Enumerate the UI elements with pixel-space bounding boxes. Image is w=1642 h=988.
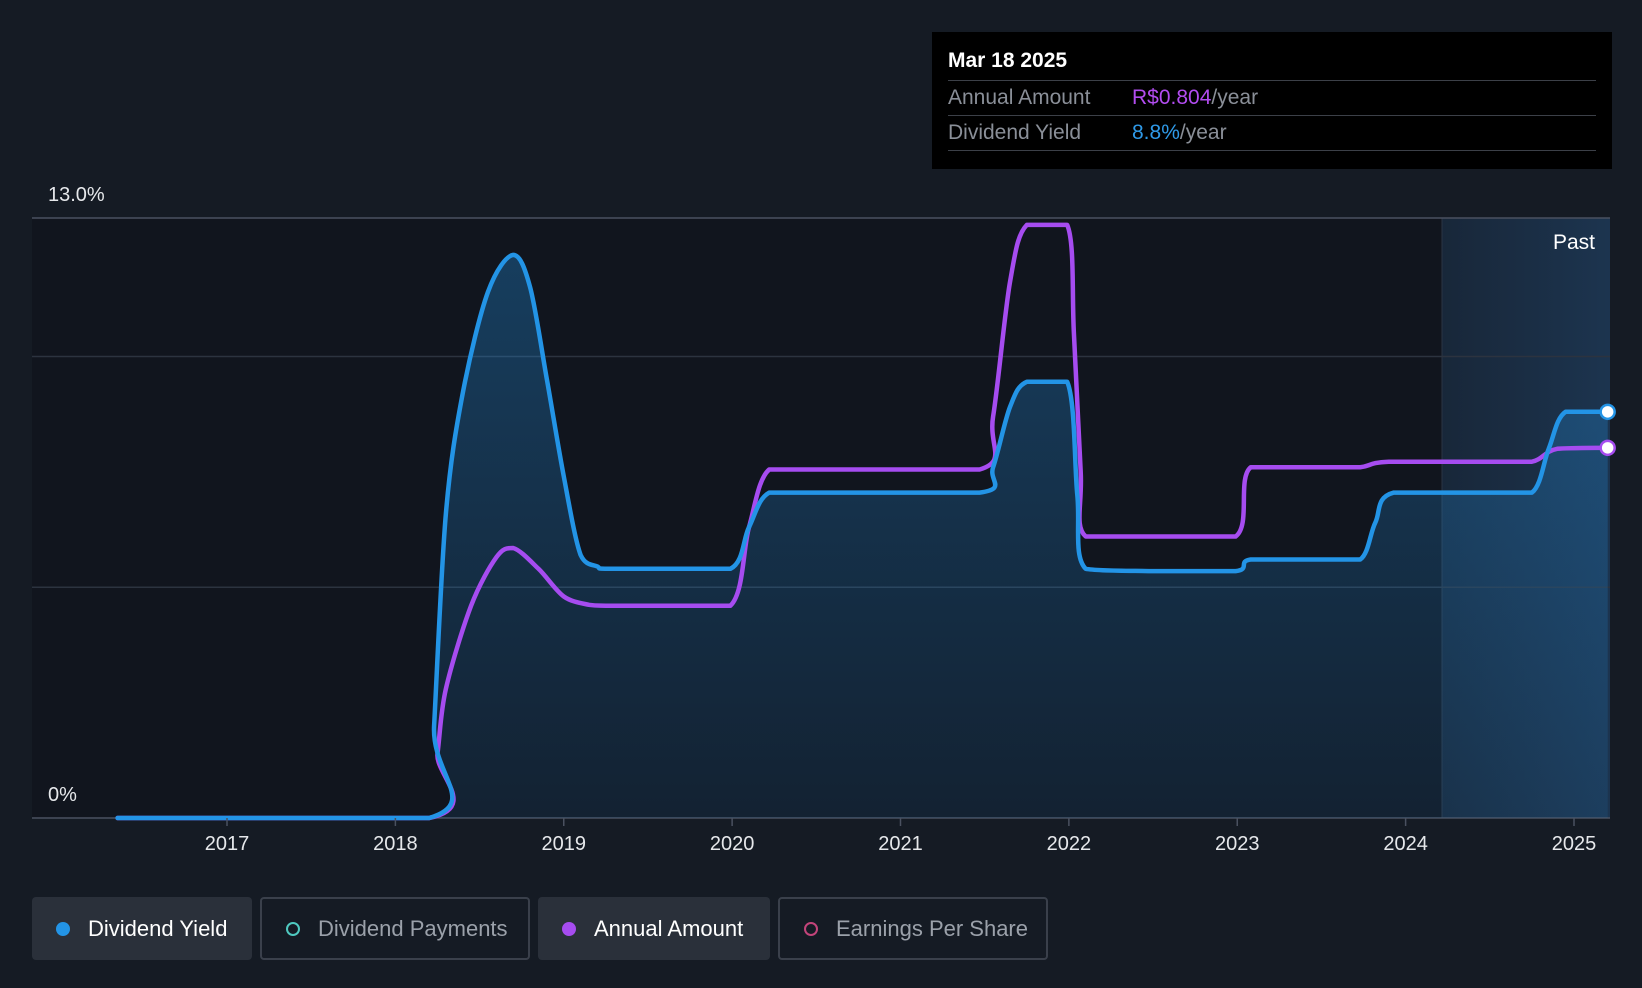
legend-dot-icon — [56, 921, 70, 936]
legend-dot-icon — [804, 921, 818, 936]
legend-label: Earnings Per Share — [836, 915, 1028, 941]
tooltip-value: R$0.804 — [1132, 86, 1212, 109]
x-tick-label: 2025 — [1552, 833, 1597, 855]
legend-dividend-payments-button[interactable]: Dividend Payments — [260, 897, 530, 960]
tooltip-row-annual-amount: Annual Amount R$0.804 /year — [948, 80, 1596, 115]
tooltip-label: Annual Amount — [948, 86, 1091, 109]
legend-dividend-yield-button[interactable]: Dividend Yield — [32, 897, 252, 960]
tooltip-label: Dividend Yield — [948, 121, 1082, 144]
tooltip-unit: /year — [1179, 121, 1227, 144]
tooltip-value: 8.8% — [1132, 121, 1180, 144]
x-tick-label: 2021 — [878, 833, 923, 855]
legend-label: Annual Amount — [594, 915, 744, 941]
x-tick-label: 2020 — [710, 833, 755, 855]
x-tick-label: 2022 — [1047, 833, 1092, 855]
legend-label: Dividend Yield — [88, 915, 228, 941]
legend-earnings-per-share-button[interactable]: Earnings Per Share — [778, 897, 1048, 960]
legend-annual-amount-button[interactable]: Annual Amount — [538, 897, 770, 960]
dividend-yield-area — [117, 254, 1608, 818]
tooltip-date: Mar 18 2025 — [948, 49, 1068, 72]
x-tick-label: 2018 — [373, 833, 418, 855]
legend-label: Dividend Payments — [318, 915, 508, 941]
x-tick-label: 2019 — [542, 833, 587, 855]
y-tick-bottom: 0% — [48, 784, 77, 806]
dividend-yield-end-point — [1599, 403, 1616, 421]
legend-dot-icon — [286, 921, 300, 936]
x-tick-label: 2017 — [205, 833, 250, 855]
legend-dot-icon — [562, 921, 576, 936]
tooltip: Mar 18 2025 Annual Amount R$0.804 /year … — [932, 32, 1612, 169]
tooltip-row-dividend-yield: Dividend Yield 8.8% /year — [948, 115, 1596, 151]
x-tick-label: 2024 — [1383, 833, 1428, 855]
past-label: Past — [1553, 231, 1595, 254]
y-tick-top: 13.0% — [48, 184, 105, 206]
annual-amount-end-point — [1599, 439, 1616, 457]
dividend-yield-line — [115, 252, 1610, 821]
x-tick-label: 2023 — [1215, 833, 1260, 855]
tooltip-unit: /year — [1211, 86, 1259, 109]
